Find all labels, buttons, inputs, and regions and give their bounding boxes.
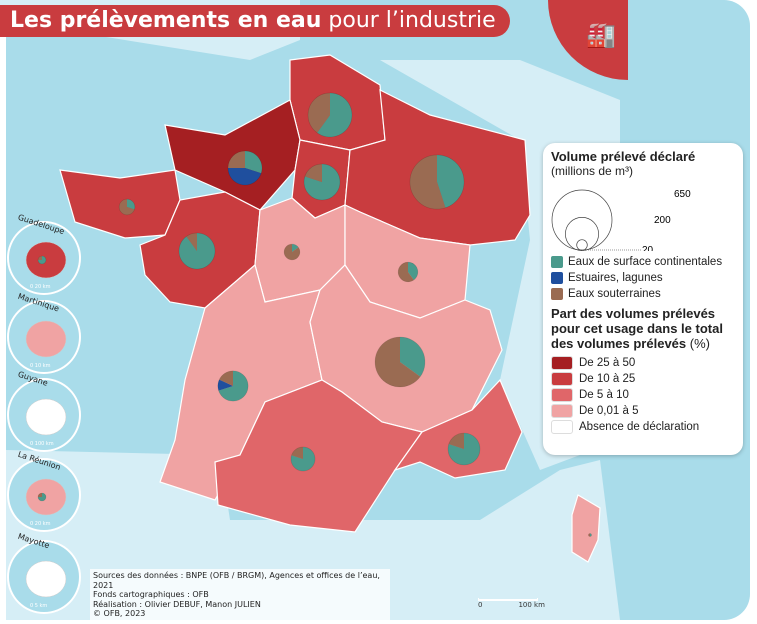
pie-slice-souterraines [227, 150, 245, 168]
pie-occitanie [290, 446, 316, 472]
legend-circles: 650 200 20 [551, 189, 691, 256]
legend-class-10-25: De 10 à 25 [551, 371, 735, 387]
pie-slice-souterraines [291, 446, 303, 459]
pie-slice-surface [590, 533, 592, 537]
legend-type-souterraines: Eaux souterraines [551, 286, 735, 302]
pie-slice-souterraines [375, 337, 421, 387]
pie-slice-surface [317, 92, 353, 138]
region-corse [571, 494, 601, 563]
pie-slice-souterraines [219, 370, 233, 386]
pie-slice-souterraines [304, 163, 322, 182]
pie-bourgogne-franche-comte [397, 261, 419, 283]
pie-provence-alpes-cote-d-azur [447, 432, 481, 466]
inset-scale: 0 20 km [30, 284, 51, 290]
scale-bar: 0 100 km [478, 598, 545, 609]
legend-class-none: Absence de déclaration [551, 419, 735, 435]
pie-slice-surface [400, 337, 425, 377]
legend-volume-title: Volume prélevé déclaré [551, 149, 696, 164]
pie-slice-surface [127, 199, 135, 210]
inset-scale: 0 10 km [30, 363, 51, 369]
legend-volume-unit: (millions de m³) [551, 164, 634, 178]
legend-ref-650: 650 [674, 189, 691, 200]
pie-nouvelle-aquitaine [217, 370, 249, 402]
region-occitanie [214, 379, 423, 533]
legend-class-001-5: De 0,01 à 5 [551, 403, 735, 419]
pie-slice-surface [245, 150, 263, 174]
legend-ref-20: 20 [642, 245, 654, 251]
factory-icon: 🏭 [548, 0, 628, 80]
legend: Volume prélevé déclaré (millions de m³) … [543, 143, 743, 455]
inset-scale: 0 100 km [30, 441, 54, 447]
pie-grand-est [409, 154, 465, 210]
region-provence-alpes-cote-d-azur [393, 378, 523, 479]
pie-slice-estuaires [217, 379, 233, 391]
pie-slice-souterraines [186, 232, 197, 251]
legend-class-25-50: De 25 à 50 [551, 355, 735, 371]
legend-class-5-10: De 5 à 10 [551, 387, 735, 403]
pie-slice-surface [437, 154, 465, 208]
pie-ile-de-france [303, 163, 341, 201]
pie-auvergne-rhone-alpes [374, 336, 426, 388]
pie-inset-0 [37, 255, 47, 265]
legend-ref-200: 200 [654, 215, 671, 226]
inset-scale: 0 5 km [30, 603, 47, 609]
pie-slice-surface [408, 262, 418, 280]
sources: Sources des données : BNPE (OFB / BRGM),… [90, 569, 390, 621]
pie-slice-estuaires [227, 168, 262, 186]
pie-slice-souterraines [448, 432, 464, 449]
pie-slice-souterraines [38, 493, 42, 497]
pie-slice-souterraines [398, 262, 414, 282]
pie-centre-val-de-loire [283, 243, 301, 261]
legend-share-title: Part des volumes prélevés pour cet usage … [551, 306, 723, 351]
pie-slice-surface [218, 370, 249, 402]
pie-slice-souterraines [307, 92, 330, 133]
pie-slice-souterraines [38, 256, 42, 260]
pie-inset-3 [37, 492, 47, 502]
pie-slice-souterraines [409, 154, 446, 210]
pie-corse [588, 533, 592, 537]
pie-pays-de-la-loire [178, 232, 216, 270]
pie-slice-souterraines [119, 199, 135, 215]
pie-slice-souterraines [588, 533, 590, 537]
page-title: Les prélèvements en eau pour l’industrie [0, 5, 510, 37]
pie-normandie [227, 150, 263, 186]
legend-type-estuaires: Estuaires, lagunes [551, 270, 735, 286]
pie-slice-surface [303, 163, 341, 201]
pie-slice-souterraines [284, 244, 300, 260]
pie-slice-surface [178, 232, 216, 270]
inset-scale: 0 20 km [30, 521, 51, 527]
pie-slice-surface [292, 244, 299, 252]
legend-type-surface: Eaux de surface continentales [551, 254, 735, 270]
pie-hauts-de-france [307, 92, 353, 138]
pie-bretagne [118, 198, 136, 216]
